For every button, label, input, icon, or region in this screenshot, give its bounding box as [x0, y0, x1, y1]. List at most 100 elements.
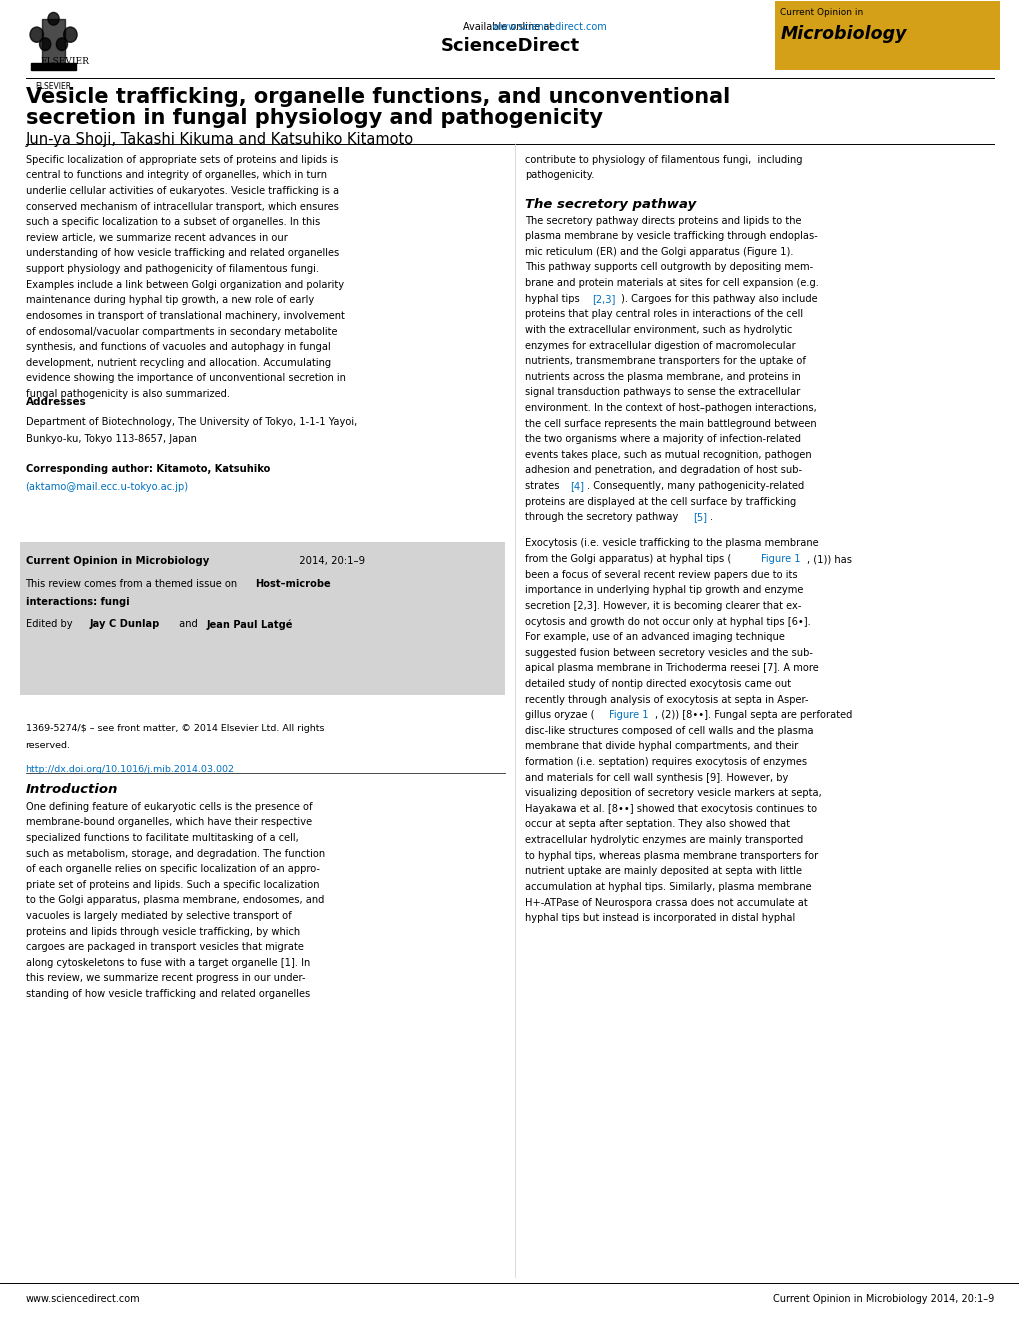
Text: ELSEVIER: ELSEVIER [36, 82, 71, 91]
Text: extracellular hydrolytic enzymes are mainly transported: extracellular hydrolytic enzymes are mai… [525, 835, 803, 845]
Text: mic reticulum (ER) and the Golgi apparatus (Figure 1).: mic reticulum (ER) and the Golgi apparat… [525, 247, 793, 257]
Text: membrane-bound organelles, which have their respective: membrane-bound organelles, which have th… [25, 818, 312, 827]
Text: Current Opinion in Microbiology 2014, 20:1–9: Current Opinion in Microbiology 2014, 20… [772, 1294, 994, 1304]
Circle shape [63, 26, 77, 42]
Text: to the Golgi apparatus, plasma membrane, endosomes, and: to the Golgi apparatus, plasma membrane,… [25, 896, 324, 905]
Text: central to functions and integrity of organelles, which in turn: central to functions and integrity of or… [25, 171, 326, 180]
Text: importance in underlying hyphal tip growth and enzyme: importance in underlying hyphal tip grow… [525, 585, 803, 595]
Text: recently through analysis of exocytosis at septa in Asper-: recently through analysis of exocytosis … [525, 695, 808, 705]
Text: enzymes for extracellular digestion of macromolecular: enzymes for extracellular digestion of m… [525, 340, 795, 351]
Text: Jun-ya Shoji, Takashi Kikuma and Katsuhiko Kitamoto: Jun-ya Shoji, Takashi Kikuma and Katsuhi… [25, 132, 414, 147]
Text: , (1)) has: , (1)) has [806, 554, 851, 564]
Text: accumulation at hyphal tips. Similarly, plasma membrane: accumulation at hyphal tips. Similarly, … [525, 882, 811, 892]
Text: Specific localization of appropriate sets of proteins and lipids is: Specific localization of appropriate set… [25, 155, 337, 165]
Text: and: and [176, 619, 201, 630]
Text: Introduction: Introduction [25, 783, 118, 796]
Text: www.sciencedirect.com: www.sciencedirect.com [25, 1294, 140, 1304]
Text: secretion [2,3]. However, it is becoming clearer that ex-: secretion [2,3]. However, it is becoming… [525, 601, 801, 611]
Text: 1369-5274/$ – see front matter, © 2014 Elsevier Ltd. All rights: 1369-5274/$ – see front matter, © 2014 E… [25, 724, 324, 733]
Text: support physiology and pathogenicity of filamentous fungi.: support physiology and pathogenicity of … [25, 265, 318, 274]
Text: Current Opinion in Microbiology: Current Opinion in Microbiology [25, 556, 209, 566]
Text: membrane that divide hyphal compartments, and their: membrane that divide hyphal compartments… [525, 741, 798, 751]
Text: [2,3]: [2,3] [592, 294, 615, 304]
Text: Corresponding author: Kitamoto, Katsuhiko: Corresponding author: Kitamoto, Katsuhik… [25, 464, 270, 475]
Text: through the secretory pathway: through the secretory pathway [525, 512, 681, 523]
Text: with the extracellular environment, such as hydrolytic: with the extracellular environment, such… [525, 325, 792, 335]
Text: Figure 1: Figure 1 [760, 554, 800, 564]
Text: hyphal tips but instead is incorporated in distal hyphal: hyphal tips but instead is incorporated … [525, 913, 795, 923]
Text: Exocytosis (i.e. vesicle trafficking to the plasma membrane: Exocytosis (i.e. vesicle trafficking to … [525, 538, 818, 549]
Text: gillus oryzae (: gillus oryzae ( [525, 710, 594, 720]
Text: Jay C Dunlap: Jay C Dunlap [90, 619, 160, 630]
Text: conserved mechanism of intracellular transport, which ensures: conserved mechanism of intracellular tra… [25, 201, 338, 212]
Polygon shape [32, 64, 76, 70]
Text: (aktamo@mail.ecc.u-tokyo.ac.jp): (aktamo@mail.ecc.u-tokyo.ac.jp) [25, 482, 189, 492]
Text: The secretory pathway: The secretory pathway [525, 198, 696, 212]
Text: The secretory pathway directs proteins and lipids to the: The secretory pathway directs proteins a… [525, 216, 801, 226]
FancyBboxPatch shape [774, 1, 999, 70]
Text: fungal pathogenicity is also summarized.: fungal pathogenicity is also summarized. [25, 389, 229, 400]
Text: evidence showing the importance of unconventional secretion in: evidence showing the importance of uncon… [25, 373, 345, 384]
Text: endosomes in transport of translational machinery, involvement: endosomes in transport of translational … [25, 311, 344, 321]
Text: detailed study of nontip directed exocytosis came out: detailed study of nontip directed exocyt… [525, 679, 791, 689]
Text: synthesis, and functions of vacuoles and autophagy in fungal: synthesis, and functions of vacuoles and… [25, 343, 330, 352]
Text: hyphal tips: hyphal tips [525, 294, 583, 304]
Text: the two organisms where a majority of infection-related: the two organisms where a majority of in… [525, 434, 801, 445]
Text: proteins and lipids through vesicle trafficking, by which: proteins and lipids through vesicle traf… [25, 926, 300, 937]
Circle shape [30, 26, 44, 42]
Text: proteins that play central roles in interactions of the cell: proteins that play central roles in inte… [525, 310, 803, 319]
Text: One defining feature of eukaryotic cells is the presence of: One defining feature of eukaryotic cells… [25, 802, 312, 812]
Text: brane and protein materials at sites for cell expansion (e.g.: brane and protein materials at sites for… [525, 278, 818, 288]
Text: such a specific localization to a subset of organelles. In this: such a specific localization to a subset… [25, 217, 319, 228]
Text: http://dx.doi.org/10.1016/j.mib.2014.03.002: http://dx.doi.org/10.1016/j.mib.2014.03.… [25, 765, 234, 774]
Text: H+-ATPase of Neurospora crassa does not accumulate at: H+-ATPase of Neurospora crassa does not … [525, 897, 807, 908]
Text: standing of how vesicle trafficking and related organelles: standing of how vesicle trafficking and … [25, 990, 310, 999]
Text: [5]: [5] [693, 512, 707, 523]
Text: and materials for cell wall synthesis [9]. However, by: and materials for cell wall synthesis [9… [525, 773, 788, 783]
Text: events takes place, such as mutual recognition, pathogen: events takes place, such as mutual recog… [525, 450, 811, 460]
Text: disc-like structures composed of cell walls and the plasma: disc-like structures composed of cell wa… [525, 726, 813, 736]
Circle shape [56, 38, 67, 50]
FancyBboxPatch shape [20, 542, 504, 695]
Text: strates: strates [525, 482, 562, 491]
Text: Examples include a link between Golgi organization and polarity: Examples include a link between Golgi or… [25, 279, 343, 290]
Text: www.sciencedirect.com: www.sciencedirect.com [414, 22, 605, 33]
Text: environment. In the context of host–pathogen interactions,: environment. In the context of host–path… [525, 404, 816, 413]
Text: ScienceDirect: ScienceDirect [440, 37, 579, 56]
Text: signal transduction pathways to sense the extracellular: signal transduction pathways to sense th… [525, 388, 800, 397]
Text: cargoes are packaged in transport vesicles that migrate: cargoes are packaged in transport vesicl… [25, 942, 303, 953]
Text: contribute to physiology of filamentous fungi,  including: contribute to physiology of filamentous … [525, 155, 802, 165]
Text: Addresses: Addresses [25, 397, 87, 407]
Text: Vesicle trafficking, organelle functions, and unconventional: Vesicle trafficking, organelle functions… [25, 87, 729, 107]
Text: underlie cellular activities of eukaryotes. Vesicle trafficking is a: underlie cellular activities of eukaryot… [25, 187, 338, 196]
Text: nutrients across the plasma membrane, and proteins in: nutrients across the plasma membrane, an… [525, 372, 800, 382]
Text: from the Golgi apparatus) at hyphal tips (: from the Golgi apparatus) at hyphal tips… [525, 554, 731, 564]
Text: , (2)) [8••]. Fungal septa are perforated: , (2)) [8••]. Fungal septa are perforate… [655, 710, 852, 720]
Text: Jean Paul Latgé: Jean Paul Latgé [207, 619, 293, 630]
Text: suggested fusion between secretory vesicles and the sub-: suggested fusion between secretory vesic… [525, 648, 812, 658]
Text: Hayakawa et al. [8••] showed that exocytosis continues to: Hayakawa et al. [8••] showed that exocyt… [525, 804, 816, 814]
Text: nutrients, transmembrane transporters for the uptake of: nutrients, transmembrane transporters fo… [525, 356, 805, 366]
Text: apical plasma membrane in Trichoderma reesei [7]. A more: apical plasma membrane in Trichoderma re… [525, 663, 818, 673]
Text: specialized functions to facilitate multitasking of a cell,: specialized functions to facilitate mult… [25, 833, 298, 843]
Text: Figure 1: Figure 1 [609, 710, 648, 720]
Text: been a focus of several recent review papers due to its: been a focus of several recent review pa… [525, 570, 797, 579]
Text: development, nutrient recycling and allocation. Accumulating: development, nutrient recycling and allo… [25, 357, 330, 368]
Text: 2014, 20:1–9: 2014, 20:1–9 [296, 556, 365, 566]
Text: pathogenicity.: pathogenicity. [525, 171, 594, 180]
Text: this review, we summarize recent progress in our under-: this review, we summarize recent progres… [25, 974, 305, 983]
Text: Bunkyo-ku, Tokyo 113-8657, Japan: Bunkyo-ku, Tokyo 113-8657, Japan [25, 434, 197, 445]
Text: priate set of proteins and lipids. Such a specific localization: priate set of proteins and lipids. Such … [25, 880, 319, 890]
Text: interactions: fungi: interactions: fungi [25, 597, 129, 607]
Text: Available online at: Available online at [463, 22, 556, 33]
Text: Department of Biotechnology, The University of Tokyo, 1-1-1 Yayoi,: Department of Biotechnology, The Univers… [25, 417, 357, 427]
Text: plasma membrane by vesicle trafficking through endoplas-: plasma membrane by vesicle trafficking t… [525, 232, 817, 241]
Circle shape [48, 12, 59, 25]
Text: nutrient uptake are mainly deposited at septa with little: nutrient uptake are mainly deposited at … [525, 867, 802, 876]
Text: maintenance during hyphal tip growth, a new role of early: maintenance during hyphal tip growth, a … [25, 295, 314, 306]
Text: .: . [710, 512, 713, 523]
Text: ocytosis and growth do not occur only at hyphal tips [6•].: ocytosis and growth do not occur only at… [525, 617, 810, 627]
Text: This pathway supports cell outgrowth by depositing mem-: This pathway supports cell outgrowth by … [525, 262, 813, 273]
Text: vacuoles is largely mediated by selective transport of: vacuoles is largely mediated by selectiv… [25, 912, 291, 921]
Text: review article, we summarize recent advances in our: review article, we summarize recent adva… [25, 233, 287, 243]
